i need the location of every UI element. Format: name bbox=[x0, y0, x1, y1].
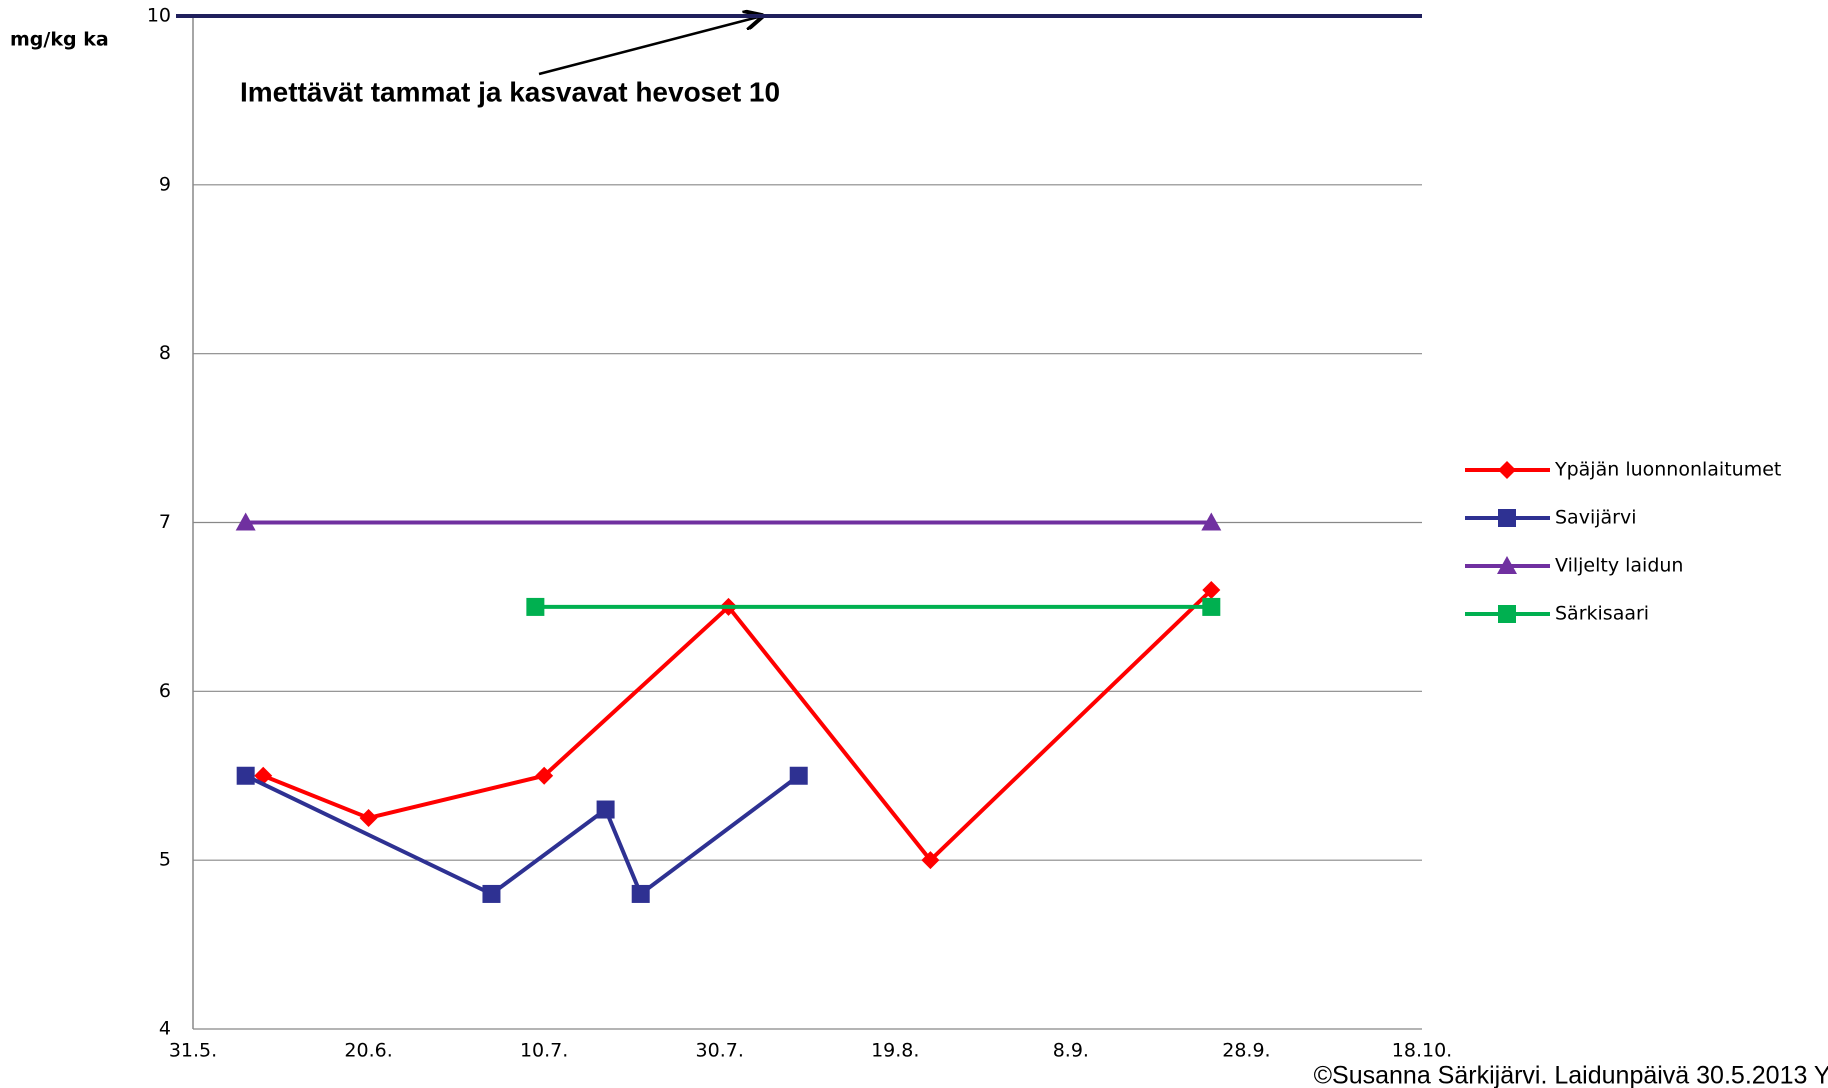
x-tick-label: 30.7. bbox=[696, 1040, 744, 1062]
y-tick-label: 10 bbox=[147, 5, 171, 27]
legend-marker bbox=[1498, 605, 1516, 623]
y-tick-label: 4 bbox=[159, 1018, 171, 1040]
legend-label: Särkisaari bbox=[1555, 603, 1649, 625]
annotation-arrow bbox=[538, 16, 762, 76]
legend-marker bbox=[1498, 461, 1516, 479]
marker bbox=[535, 766, 554, 785]
x-tick-label: 31.5. bbox=[169, 1040, 217, 1062]
marker bbox=[236, 766, 255, 785]
marker bbox=[1202, 581, 1221, 600]
legend-label: Viljelty laidun bbox=[1555, 555, 1683, 577]
series-line bbox=[244, 773, 800, 898]
y-tick-label: 6 bbox=[159, 680, 171, 702]
x-tick-label: 18.10. bbox=[1392, 1040, 1452, 1062]
series-line bbox=[262, 588, 1213, 864]
marker bbox=[526, 597, 545, 616]
legend-label: Savijärvi bbox=[1555, 507, 1636, 529]
marker bbox=[482, 884, 501, 903]
legend-marker bbox=[1498, 509, 1516, 527]
y-tick-label: 7 bbox=[159, 511, 171, 533]
footer: ©Susanna Särkijärvi. Laidunpäivä 30.5.20… bbox=[1314, 1062, 1828, 1088]
y-tick-label: 9 bbox=[159, 173, 171, 195]
marker bbox=[921, 851, 940, 870]
legend-label: Ypäjän luonnonlaitumet bbox=[1554, 459, 1781, 481]
marker bbox=[359, 808, 378, 827]
marker bbox=[631, 884, 650, 903]
marker bbox=[1201, 512, 1222, 531]
marker bbox=[1202, 597, 1221, 616]
x-tick-label: 20.6. bbox=[344, 1040, 392, 1062]
marker bbox=[596, 800, 615, 819]
legend-marker bbox=[1497, 556, 1517, 574]
marker bbox=[235, 512, 256, 531]
x-tick-label: 8.9. bbox=[1053, 1040, 1089, 1062]
marker bbox=[789, 766, 808, 785]
y-axis-label: mg/kg ka bbox=[10, 29, 109, 51]
annotation: Imettävät tammat ja kasvavat hevoset 10 bbox=[240, 76, 780, 107]
x-tick-label: 19.8. bbox=[871, 1040, 919, 1062]
x-tick-label: 10.7. bbox=[520, 1040, 568, 1062]
y-tick-label: 8 bbox=[159, 342, 171, 364]
x-tick-label: 28.9. bbox=[1222, 1040, 1270, 1062]
y-tick-label: 5 bbox=[159, 849, 171, 871]
